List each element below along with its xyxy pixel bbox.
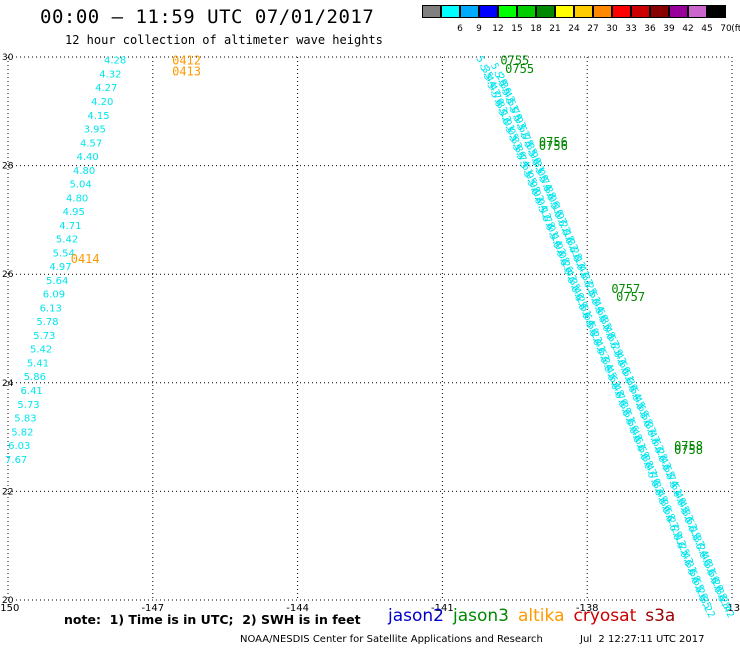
swh-value-label: 5.04 bbox=[69, 180, 91, 191]
colorbar-label: 12 bbox=[492, 24, 504, 34]
swh-value-label: 4.57 bbox=[80, 138, 102, 149]
swh-value-label: 5.78 bbox=[36, 317, 58, 328]
colorbar-label: 42 bbox=[682, 24, 694, 34]
swh-value-label: 6.09 bbox=[43, 290, 65, 301]
mission-legend: jason2 jason3 altika cryosat s3a bbox=[388, 606, 684, 626]
colorbar-label: 15 bbox=[511, 24, 523, 34]
pass-time-label: 0758 bbox=[674, 439, 703, 453]
colorbar-label: 36 bbox=[644, 24, 656, 34]
swh-value-label: 6.03 bbox=[8, 441, 30, 452]
swh-value-label: 5.42 bbox=[56, 235, 78, 246]
swh-value-label: 4.27 bbox=[95, 83, 117, 94]
colorbar-label: 6 bbox=[457, 24, 463, 34]
colorbar-swatch bbox=[460, 5, 479, 18]
colorbar-swatch bbox=[422, 5, 441, 18]
colorbar-swatch bbox=[631, 5, 650, 18]
swh-value-label: 5.73 bbox=[17, 400, 39, 411]
swh-value-label: 4.20 bbox=[91, 97, 113, 108]
swh-value-label: 4.15 bbox=[87, 111, 109, 122]
swh-value-label: 6.13 bbox=[40, 303, 62, 314]
swh-value-label: 5.54 bbox=[53, 248, 75, 259]
latitude-tick-label: 24 bbox=[2, 379, 14, 389]
pass-time-label: 0757 bbox=[611, 282, 640, 296]
colorbar-swatch bbox=[536, 5, 555, 18]
longitude-tick-label: -138 bbox=[576, 603, 599, 614]
swh-value-label: 4.97 bbox=[49, 262, 71, 273]
swh-value-label: 5.82 bbox=[11, 427, 33, 438]
swh-value-label: 7.67 bbox=[5, 455, 27, 466]
latitude-tick-label: 30 bbox=[2, 53, 14, 63]
colorbar-swatch bbox=[707, 5, 726, 18]
swh-value-label: 5.83 bbox=[14, 414, 36, 425]
pass-time-label: 0412 bbox=[172, 54, 201, 68]
longitude-tick-label: -13 bbox=[724, 603, 740, 614]
colorbar-swatch bbox=[669, 5, 688, 18]
footer-timestamp: Jul 2 12:27:11 UTC 2017 bbox=[580, 634, 705, 645]
pass-time-label: 0414 bbox=[71, 252, 100, 266]
longitude-tick-label: -147 bbox=[141, 603, 164, 614]
latitude-tick-label: 26 bbox=[2, 270, 14, 280]
swh-value-label: 4.40 bbox=[76, 152, 98, 163]
longitude-tick-label: -141 bbox=[431, 603, 454, 614]
map-title: 00:00 – 11:59 UTC 07/01/2017 bbox=[40, 6, 375, 28]
mission-legend-altika: altika bbox=[518, 606, 565, 626]
swh-value-label: 5.73 bbox=[33, 331, 55, 342]
colorbar-swatch bbox=[612, 5, 631, 18]
colorbar-swatch bbox=[555, 5, 574, 18]
colorbar-label: 27 bbox=[587, 24, 599, 34]
mission-legend-cryosat: cryosat bbox=[573, 606, 637, 626]
swh-value-label: 5.42 bbox=[30, 345, 52, 356]
footer-credit: NOAA/NESDIS Center for Satellite Applica… bbox=[240, 634, 543, 645]
colorbar-swatch bbox=[688, 5, 707, 18]
colorbar-swatch bbox=[479, 5, 498, 18]
swh-value-label: 4.80 bbox=[73, 166, 95, 177]
colorbar-label: 18 bbox=[530, 24, 542, 34]
colorbar-swatch bbox=[441, 5, 460, 18]
colorbar-label: 9 bbox=[476, 24, 482, 34]
colorbar-swatch bbox=[574, 5, 593, 18]
swh-value-label: 4.95 bbox=[63, 207, 85, 218]
swh-value-label: 6.22 bbox=[696, 594, 717, 620]
units-note: note: 1) Time is in UTC; 2) SWH is in fe… bbox=[64, 612, 361, 627]
colorbar-swatch bbox=[498, 5, 517, 18]
longitude-tick-label: -144 bbox=[286, 603, 309, 614]
latitude-tick-label: 20 bbox=[2, 596, 14, 606]
colorbar-label: 45 bbox=[701, 24, 713, 34]
colorbar-swatch bbox=[593, 5, 612, 18]
swh-value-label: 4.80 bbox=[66, 193, 88, 204]
mission-legend-jason2: jason2 bbox=[388, 606, 444, 626]
swh-value-label: 4.32 bbox=[99, 69, 121, 80]
colorbar-label: 21 bbox=[549, 24, 561, 34]
mission-legend-s3a: s3a bbox=[645, 606, 676, 626]
pass-time-label: 0413 bbox=[172, 65, 201, 79]
latitude-tick-label: 28 bbox=[2, 162, 14, 172]
swh-value-label: 5.41 bbox=[27, 358, 49, 369]
latitude-tick-label: 22 bbox=[2, 487, 13, 497]
colorbar-label: 24 bbox=[568, 24, 580, 34]
pass-time-label: 0756 bbox=[539, 139, 568, 153]
pass-time-label: 0757 bbox=[616, 290, 645, 304]
mission-legend-jason3: jason3 bbox=[453, 606, 509, 626]
colorbar-unit: (ft) bbox=[731, 24, 740, 34]
colorbar-swatch bbox=[517, 5, 536, 18]
pass-time-label: 0755 bbox=[500, 54, 529, 68]
swh-value-label: 5.86 bbox=[24, 372, 46, 383]
pass-time-label: 0756 bbox=[539, 135, 568, 149]
colorbar-label: 39 bbox=[663, 24, 675, 34]
pass-time-label: 0755 bbox=[505, 62, 534, 76]
swh-value-label: 4.28 bbox=[104, 56, 126, 67]
pass-time-label: 0758 bbox=[674, 443, 703, 457]
colorbar-label: 70 bbox=[720, 24, 732, 34]
swh-value-label: 3.95 bbox=[84, 125, 106, 136]
swh-value-label: 5.64 bbox=[46, 276, 68, 287]
map-subtitle: 12 hour collection of altimeter wave hei… bbox=[65, 33, 383, 47]
colorbar-swatch bbox=[650, 5, 669, 18]
swh-value-label: 6.41 bbox=[21, 386, 43, 397]
swh-value-label: 4.71 bbox=[59, 221, 81, 232]
longitude-tick-label: -150 bbox=[0, 603, 19, 614]
colorbar-label: 33 bbox=[625, 24, 637, 34]
colorbar-label: 30 bbox=[606, 24, 618, 34]
